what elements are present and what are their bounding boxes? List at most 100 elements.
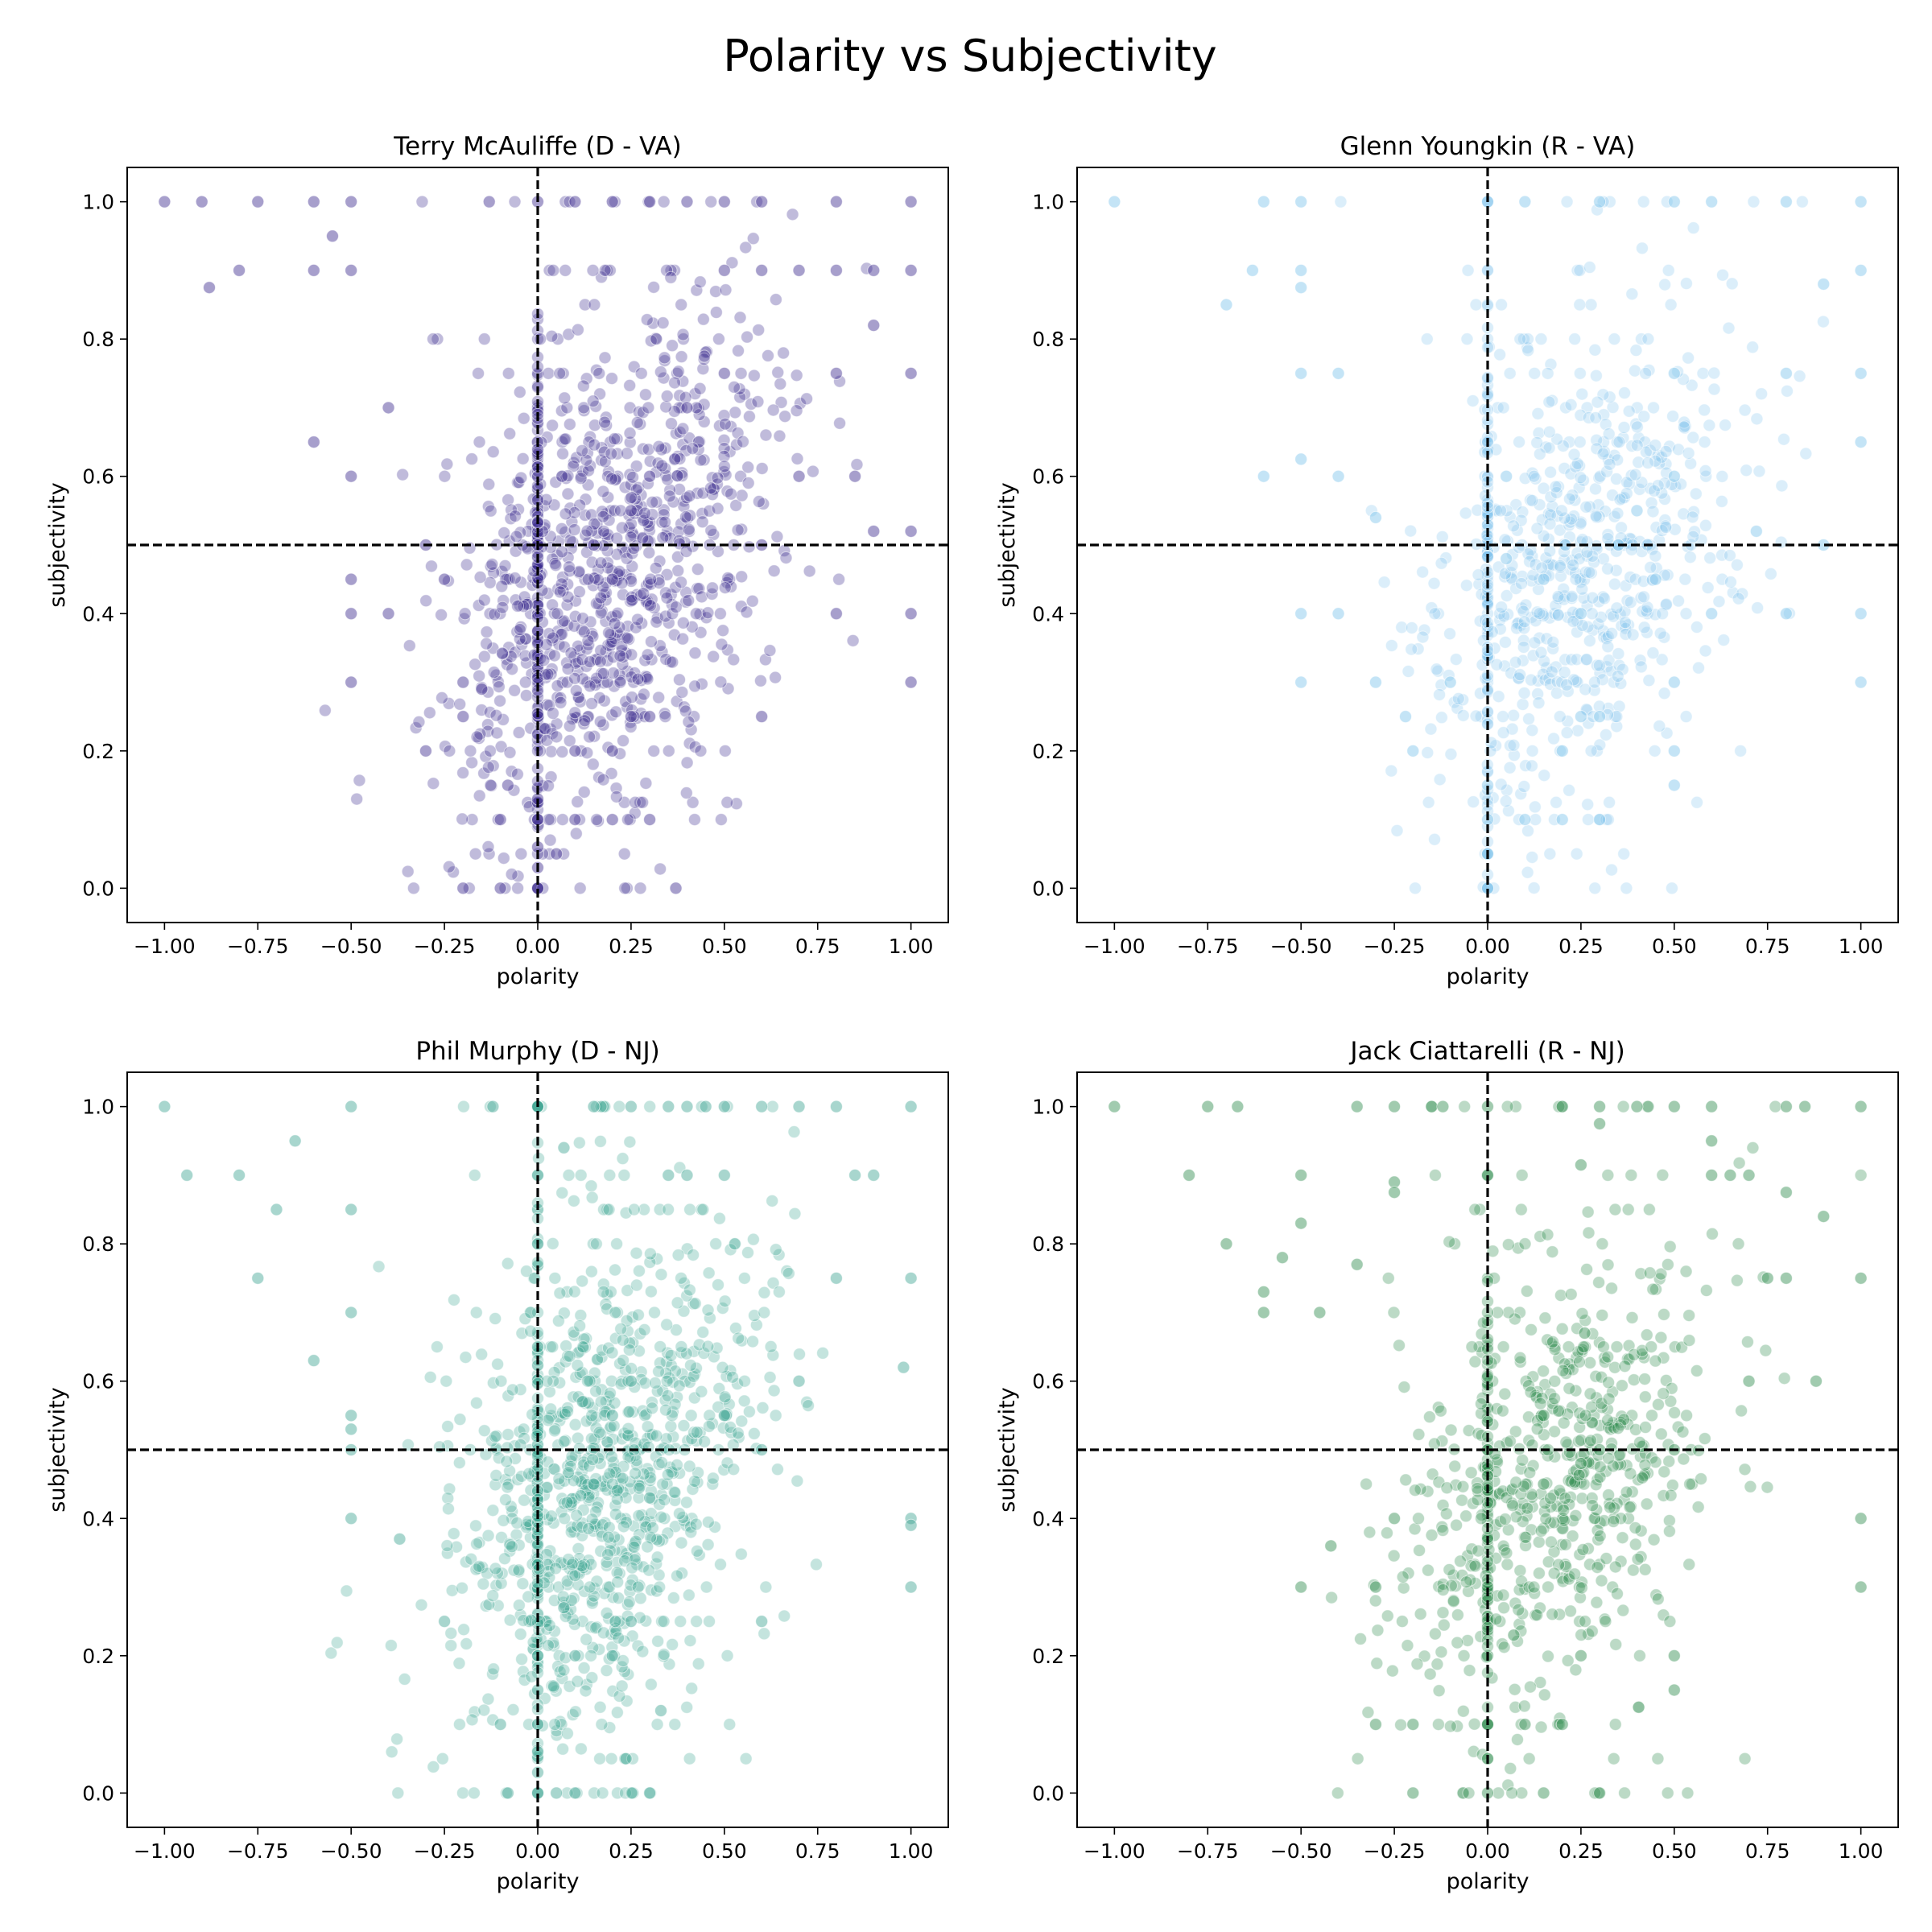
murphy-cloud-point — [544, 1402, 558, 1416]
youngkin-cloud-point — [1532, 427, 1546, 440]
murphy-cloud-point — [661, 1468, 675, 1481]
ciattarelli-cloud-point — [1607, 1752, 1620, 1765]
ciattarelli-cloud-point — [1468, 1717, 1481, 1731]
ciattarelli-data-point — [1854, 1580, 1868, 1594]
ciattarelli-cloud-point — [1462, 1786, 1476, 1800]
murphy-data-point — [717, 1409, 731, 1422]
ciattarelli-cloud-point — [1397, 1581, 1410, 1595]
murphy-cloud-point — [684, 1409, 698, 1422]
mcauliffe-cloud-point — [496, 601, 510, 614]
murphy-data-point — [848, 1168, 862, 1182]
ciattarelli-cloud-point — [1730, 1274, 1744, 1287]
youngkin-cloud-point — [1747, 195, 1761, 208]
murphy-cloud-point — [561, 1401, 575, 1414]
murphy-cloud-point — [647, 1306, 661, 1319]
mcauliffe-cloud-point — [634, 881, 647, 895]
murphy-data-point — [180, 1168, 194, 1182]
ciattarelli-data-point — [1593, 1100, 1607, 1113]
murphy-cloud-point — [593, 1752, 607, 1765]
youngkin-cloud-point — [1602, 427, 1616, 441]
youngkin-cloud-point — [1608, 577, 1621, 591]
ciattarelli-cloud-point — [1602, 1451, 1616, 1465]
mcauliffe-cloud-point — [431, 332, 444, 346]
murphy-cloud-point — [638, 1203, 651, 1216]
youngkin-data-point — [1294, 195, 1308, 208]
ciattarelli-cloud-point — [1325, 1591, 1339, 1604]
youngkin-cloud-point — [1581, 798, 1595, 811]
ciattarelli-data-point — [1555, 1100, 1569, 1113]
youngkin-cloud-point — [1588, 482, 1602, 496]
mcauliffe-data-point — [867, 319, 881, 332]
murphy-cloud-point — [688, 1297, 702, 1311]
murphy-x-axis-label: polarity — [497, 1869, 580, 1894]
murphy-cloud-point — [769, 1409, 782, 1422]
mcauliffe-cloud-point — [741, 477, 755, 490]
murphy-cloud-point — [676, 1511, 690, 1525]
murphy-cloud-point — [452, 1456, 466, 1470]
youngkin-cloud-point — [1629, 572, 1642, 586]
mcauliffe-cloud-point — [717, 460, 731, 473]
ciattarelli-cloud-point — [1497, 1601, 1511, 1615]
mcauliffe-cloud-point — [568, 706, 582, 720]
youngkin-data-point — [1294, 366, 1308, 380]
murphy-cloud-point — [657, 1615, 671, 1629]
mcauliffe-cloud-point — [423, 706, 436, 720]
youngkin-cloud-point — [1647, 484, 1661, 497]
murphy-cloud-point — [597, 1203, 610, 1216]
mcauliffe-cloud-point — [489, 708, 503, 722]
murphy-cloud-point — [684, 1525, 698, 1539]
ciattarelli-cloud-point — [1574, 1434, 1587, 1447]
ciattarelli-cloud-point — [1385, 1664, 1399, 1678]
youngkin-cloud-point — [1395, 621, 1409, 634]
youngkin-cloud-point — [1513, 332, 1527, 346]
mcauliffe-data-point — [345, 572, 358, 586]
mcauliffe-x-tick-label: −1.00 — [134, 935, 196, 958]
youngkin-cloud-point — [1610, 601, 1624, 615]
ciattarelli-cloud-point — [1557, 1513, 1571, 1527]
murphy-cloud-point — [510, 1516, 524, 1530]
murphy-cloud-point — [453, 1413, 467, 1426]
youngkin-cloud-point — [1517, 640, 1530, 654]
mcauliffe-cloud-point — [679, 390, 692, 404]
mcauliffe-cloud-point — [427, 332, 440, 346]
murphy-cloud-point — [477, 1577, 490, 1591]
murphy-cloud-point — [625, 1561, 639, 1575]
ciattarelli-x-tick-label: 0.75 — [1745, 1839, 1790, 1863]
mcauliffe-cloud-point — [668, 376, 682, 390]
murphy-cloud-point — [589, 1237, 603, 1251]
murphy-cloud-point — [384, 1639, 398, 1653]
youngkin-cloud-point — [1420, 332, 1434, 346]
mcauliffe-cloud-point — [563, 564, 576, 578]
ciattarelli-cloud-point — [1661, 1257, 1674, 1271]
murphy-data-point — [662, 1168, 675, 1182]
youngkin-data-point — [1593, 813, 1607, 827]
murphy-cloud-point — [506, 1505, 519, 1518]
ciattarelli-cloud-point — [1616, 1604, 1630, 1617]
mcauliffe-cloud-point — [536, 881, 550, 895]
ciattarelli-cloud-point — [1430, 1657, 1444, 1671]
murphy-cloud-point — [691, 1657, 705, 1670]
mcauliffe-x-tick-label: −0.25 — [414, 935, 476, 958]
mcauliffe-cloud-point — [615, 644, 629, 658]
youngkin-cloud-point — [1725, 277, 1739, 291]
mcauliffe-cloud-point — [559, 432, 572, 446]
ciattarelli-cloud-point — [1474, 1512, 1488, 1525]
mcauliffe-cloud-point — [505, 868, 518, 881]
murphy-data-point — [867, 1168, 881, 1182]
murphy-cloud-point — [724, 1426, 738, 1439]
murphy-cloud-point — [675, 1340, 688, 1353]
murphy-cloud-point — [415, 1598, 428, 1612]
mcauliffe-cloud-point — [465, 813, 479, 827]
mcauliffe-cloud-point — [742, 410, 756, 423]
youngkin-x-tick-label: 1.00 — [1839, 935, 1884, 958]
youngkin-data-point — [1854, 263, 1868, 277]
youngkin-cloud-point — [1672, 443, 1686, 456]
youngkin-cloud-point — [1569, 572, 1583, 586]
ciattarelli-data-point — [1183, 1168, 1196, 1182]
mcauliffe-cloud-point — [415, 195, 429, 208]
ciattarelli-cloud-point — [1538, 1496, 1552, 1510]
murphy-data-point — [550, 1786, 564, 1800]
mcauliffe-cloud-point — [701, 606, 715, 620]
youngkin-data-point — [1220, 298, 1233, 312]
youngkin-cloud-point — [1597, 408, 1611, 422]
